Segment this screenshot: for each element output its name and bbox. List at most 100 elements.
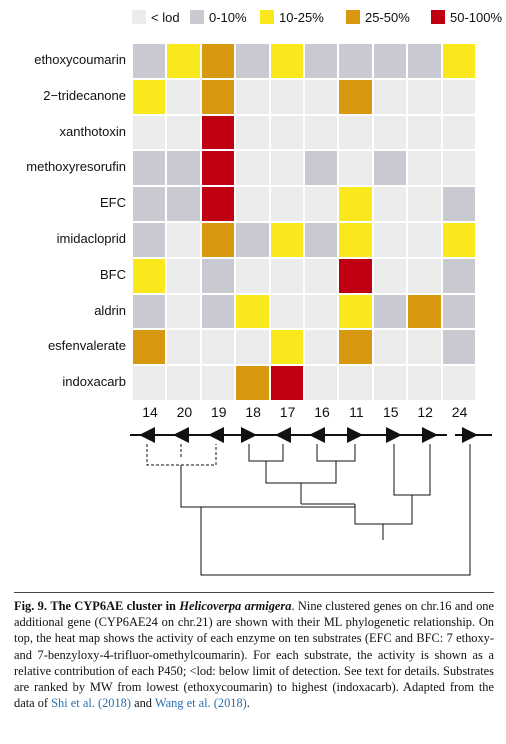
heatmap-cell: [201, 223, 235, 257]
heatmap-cell: [442, 115, 475, 150]
heatmap-cell: [167, 330, 200, 365]
legend-item: 0-10%: [190, 9, 247, 25]
gene-arrow: [173, 427, 189, 443]
heatmap-cell: [373, 79, 407, 114]
heatmap-cell: [408, 366, 441, 400]
heatmap-cell: [167, 44, 200, 78]
heatmap-cell: [167, 366, 200, 400]
row-label: esfenvalerate: [47, 338, 126, 354]
heatmap-cell: [339, 223, 372, 257]
heatmap-cell: [270, 258, 303, 293]
column-label: 19: [211, 404, 227, 420]
heatmap-cell: [270, 115, 303, 150]
heatmap-cell: [270, 44, 303, 78]
heatmap-cell: [133, 115, 166, 150]
legend-label: 50-100%: [450, 9, 503, 25]
heatmap-cell: [339, 330, 372, 365]
row-label: EFC: [100, 195, 126, 211]
heatmap-cell: [133, 366, 166, 400]
heatmap-cell: [339, 366, 372, 400]
heatmap-cell: [236, 330, 269, 365]
caption-fig-number: Fig. 9.: [14, 599, 47, 613]
column-label: 20: [176, 404, 193, 420]
row-label: indoxacarb: [62, 374, 126, 390]
heatmap-cell: [201, 44, 235, 78]
heatmap-cell: [201, 294, 235, 329]
row-label: ethoxycoumarin: [34, 52, 126, 67]
gene-arrow: [275, 427, 291, 443]
heatmap-cell: [442, 294, 475, 329]
heatmap-cell: [133, 258, 166, 293]
heatmap-cell: [270, 330, 303, 365]
heatmap-cell: [442, 79, 475, 114]
heatmap-cell: [339, 115, 372, 150]
heatmap-cell: [442, 44, 475, 78]
heatmap-cell: [305, 223, 338, 257]
gene-arrow: [347, 427, 363, 443]
heatmap-cell: [305, 366, 338, 400]
heatmap-cell: [133, 294, 166, 329]
heatmap: ethoxycoumarin 2−tridecanone xanthotoxin me…: [0, 40, 506, 400]
tree-branches: [180, 444, 471, 576]
heatmap-cell: [339, 187, 372, 221]
legend-item: 10-25%: [260, 9, 324, 25]
row-label: methoxyresorufin: [26, 159, 126, 175]
heatmap-cell: [270, 294, 303, 329]
heatmap-cell: [442, 330, 475, 365]
heatmap-cell: [270, 366, 303, 400]
heatmap-cell: [442, 366, 475, 400]
heatmap-cell: [408, 151, 441, 186]
heatmap-cell: [339, 44, 372, 78]
gene-arrow: [139, 427, 155, 443]
heatmap-cell: [270, 79, 303, 114]
ref-shi-2018[interactable]: Shi et al. (2018): [51, 696, 131, 711]
row-label: imidacloprid: [56, 231, 126, 246]
heatmap-cell: [167, 223, 200, 257]
heatmap-cell: [442, 151, 475, 186]
heatmap-cell: [133, 223, 166, 257]
gene-arrow: [309, 427, 325, 443]
heatmap-cell: [339, 294, 372, 329]
heatmap-cell: [236, 151, 269, 186]
column-label: 11: [349, 404, 364, 420]
column-label: 17: [279, 404, 296, 420]
gene-arrow: [386, 427, 402, 443]
legend-item: 25-50%: [346, 9, 410, 25]
heatmap-cell: [305, 330, 338, 365]
legend-swatch: [346, 10, 360, 24]
heatmap-cell: [201, 187, 235, 221]
heatmap-cell: [133, 151, 166, 186]
heatmap-cell: [339, 151, 372, 186]
caption-end: .: [246, 696, 250, 711]
heatmap-cell: [305, 44, 338, 78]
heatmap-cell: [236, 366, 269, 400]
heatmap-cell: [167, 79, 200, 114]
heatmap-cell: [201, 79, 235, 114]
heatmap-cell: [167, 187, 200, 221]
heatmap-cell: [167, 294, 200, 329]
heatmap-cell: [236, 79, 269, 114]
heatmap-cell: [408, 294, 441, 329]
column-label: 18: [245, 404, 261, 420]
column-label: 15: [383, 404, 399, 420]
column-label: 14: [142, 404, 158, 420]
gene-arrow: [208, 427, 224, 443]
heatmap-cell: [167, 151, 200, 186]
heatmap-cell: [442, 187, 475, 221]
heatmap-cell: [305, 258, 338, 293]
gene-arrow: [422, 427, 438, 443]
row-label: BFC: [100, 266, 126, 282]
heatmap-cell: [305, 187, 338, 221]
heatmap-cell: [442, 258, 475, 293]
heatmap-cell: [408, 330, 441, 365]
heatmap-cell: [442, 223, 475, 257]
ref-wang-2018[interactable]: Wang et al. (2018): [154, 696, 247, 711]
heatmap-cell: [236, 44, 269, 78]
heatmap-cell: [201, 151, 235, 186]
legend-swatch: [132, 10, 146, 24]
column-label: 16: [314, 404, 330, 420]
heatmap-cell: [270, 151, 303, 186]
legend-label: 10-25%: [279, 9, 324, 25]
heatmap-cell: [373, 330, 407, 365]
heatmap-cell: [133, 187, 166, 221]
